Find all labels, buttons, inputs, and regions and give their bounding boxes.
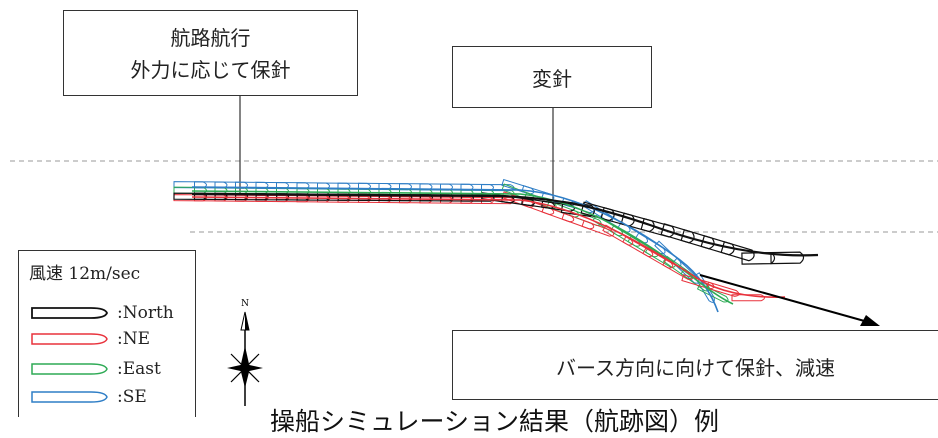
hull-outline-north xyxy=(620,212,655,233)
legend-label-ne: :NE xyxy=(117,329,151,349)
track-ne xyxy=(191,196,786,298)
legend-label-north: :North xyxy=(117,303,174,323)
hull-outline-north xyxy=(560,200,595,218)
se-hull-icon xyxy=(31,391,108,403)
route-callout-line1: 航路航行 xyxy=(170,26,251,50)
hull-outline-se xyxy=(693,272,715,303)
turn-callout-label: 変針 xyxy=(532,67,572,91)
route-callout-line2: 外力に応じて保針 xyxy=(130,58,291,82)
hull-outline-east xyxy=(680,268,711,292)
berth-callout-label: バース方向に向けて保針、減速 xyxy=(556,356,835,380)
north-hull-icon xyxy=(31,307,108,319)
track-east xyxy=(191,190,734,305)
figure-caption: 操船シミュレーション結果（航跡図）例 xyxy=(270,407,720,436)
track-se xyxy=(191,186,719,313)
berth-callout-box xyxy=(452,330,938,400)
compass-rose-icon: N xyxy=(227,299,263,406)
hull-outline-ne xyxy=(731,294,765,302)
legend-label-east: :East xyxy=(117,359,161,379)
route-callout-box xyxy=(63,10,358,96)
track-diagram xyxy=(10,95,938,326)
hull-outline-ne xyxy=(581,220,615,237)
legend-title: 風速 12m/sec xyxy=(29,264,141,284)
hull-outline-north xyxy=(770,251,805,265)
compass-north-label: N xyxy=(241,299,249,309)
track-north xyxy=(191,192,819,257)
ne-hull-icon xyxy=(31,333,108,345)
legend: 風速 12m/sec :North :NE :East :SE xyxy=(18,250,196,417)
berth-direction-arrow xyxy=(699,274,869,323)
turn-callout-box xyxy=(452,46,652,108)
legend-label-se: :SE xyxy=(117,387,147,407)
east-hull-icon xyxy=(31,363,108,375)
berth-arrowhead xyxy=(860,315,880,326)
